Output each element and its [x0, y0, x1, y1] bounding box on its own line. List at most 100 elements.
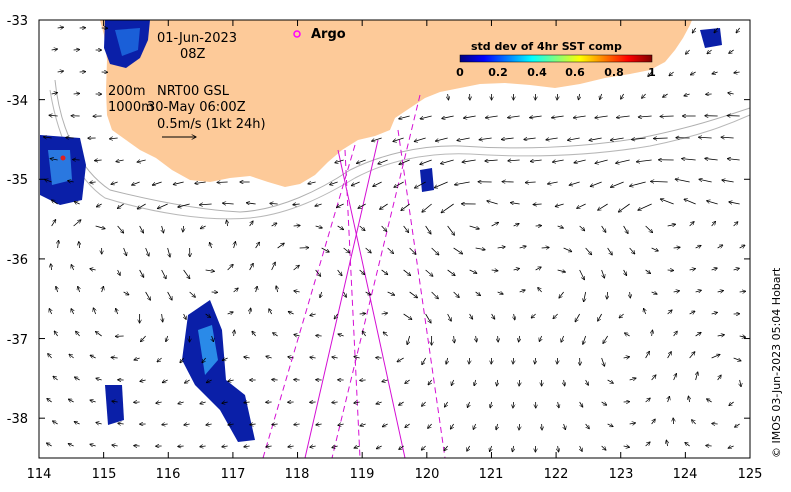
current-arrow-icon	[293, 204, 300, 205]
current-arrow-icon	[607, 291, 608, 299]
current-arrow-icon	[428, 379, 432, 385]
current-arrow-icon	[564, 379, 565, 386]
current-arrow-icon	[200, 226, 206, 229]
current-arrow-icon	[579, 225, 585, 231]
current-arrow-icon	[269, 309, 272, 315]
current-arrow-icon	[315, 204, 322, 206]
current-arrow-icon	[475, 291, 481, 296]
current-arrow-icon	[623, 357, 630, 358]
current-arrow-icon	[630, 291, 631, 298]
current-arrow-icon	[564, 423, 566, 430]
current-arrow-icon	[598, 313, 602, 321]
current-arrow-icon	[555, 204, 564, 207]
current-arrow-icon	[441, 203, 454, 213]
current-arrow-icon	[294, 424, 300, 425]
current-arrow-icon	[332, 357, 338, 358]
current-arrow-icon	[539, 335, 541, 342]
current-arrow-icon	[551, 116, 564, 118]
map-time: 08Z	[180, 47, 206, 62]
current-arrow-icon	[156, 402, 162, 403]
x-tick-label: 115	[92, 467, 117, 482]
current-arrow-icon	[485, 160, 498, 161]
current-arrow-icon	[580, 445, 583, 451]
current-arrow-icon	[116, 160, 124, 162]
y-tick-label: -38	[7, 412, 28, 427]
current-arrow-icon	[421, 445, 426, 450]
current-arrow-icon	[354, 446, 360, 448]
current-arrow-icon	[717, 291, 724, 292]
current-arrow-icon	[513, 224, 519, 226]
current-arrow-icon	[553, 313, 558, 319]
current-arrow-icon	[711, 221, 716, 227]
current-arrow-icon	[651, 292, 658, 294]
current-arrow-icon	[425, 225, 431, 234]
current-arrow-icon	[453, 247, 463, 254]
current-arrow-icon	[49, 115, 58, 116]
current-arrow-icon	[733, 222, 738, 227]
credit-text: © IMOS 03-Jun-2023 05:04 Hobart	[770, 267, 783, 458]
contour-1000m	[49, 89, 750, 220]
current-arrow-icon	[315, 269, 321, 276]
current-arrow-icon	[736, 27, 740, 33]
current-arrow-icon	[96, 204, 102, 207]
current-arrow-icon	[497, 247, 506, 248]
current-arrow-icon	[415, 181, 426, 188]
current-arrow-icon	[645, 398, 651, 403]
current-arrow-icon	[102, 286, 104, 293]
current-arrow-icon	[244, 446, 250, 447]
current-arrow-icon	[601, 445, 606, 450]
current-arrow-icon	[648, 71, 652, 77]
current-arrow-icon	[519, 335, 520, 342]
current-arrow-icon	[288, 311, 294, 314]
current-arrow-icon	[117, 225, 124, 233]
current-arrow-icon	[162, 313, 163, 322]
current-arrow-icon	[74, 422, 80, 424]
current-arrow-icon	[293, 225, 301, 226]
current-arrow-icon	[276, 286, 277, 293]
current-arrow-icon	[733, 268, 740, 270]
current-arrow-icon	[497, 292, 504, 294]
current-arrow-icon	[728, 446, 734, 448]
current-arrow-icon	[118, 269, 121, 275]
plot-frame	[38, 19, 751, 459]
x-tick-label: 120	[415, 467, 440, 482]
current-arrow-icon	[688, 396, 689, 403]
current-arrow-icon	[584, 291, 586, 302]
current-arrow-icon	[607, 424, 613, 427]
current-arrow-icon	[447, 313, 452, 321]
current-arrow-icon	[467, 445, 470, 451]
current-arrow-icon	[722, 180, 734, 182]
current-arrow-icon	[222, 402, 228, 403]
current-arrow-icon	[51, 49, 58, 50]
x-tick-label: 118	[285, 467, 310, 482]
current-arrow-icon	[519, 423, 520, 430]
current-arrow-icon	[397, 357, 404, 362]
current-arrow-icon	[557, 270, 566, 272]
current-arrow-icon	[535, 357, 536, 364]
current-arrow-icon	[227, 264, 234, 271]
current-arrow-icon	[66, 137, 74, 138]
current-arrow-icon	[695, 332, 702, 337]
current-arrow-icon	[455, 181, 470, 185]
current-arrow-icon	[546, 138, 558, 140]
current-arrow-icon	[162, 380, 168, 383]
x-tick-label: 116	[156, 467, 181, 482]
current-arrow-icon	[393, 137, 404, 142]
current-arrow-icon	[739, 336, 746, 337]
current-arrow-icon	[711, 268, 718, 270]
current-arrow-icon	[673, 331, 678, 337]
current-arrow-icon	[579, 269, 585, 280]
current-arrow-icon	[71, 265, 73, 271]
current-arrow-icon	[399, 115, 410, 119]
current-arrow-icon	[90, 355, 96, 358]
current-arrow-icon	[344, 291, 347, 297]
current-arrow-icon	[403, 269, 411, 276]
current-arrow-icon	[57, 71, 64, 72]
current-arrow-icon	[585, 247, 592, 255]
current-arrow-icon	[137, 203, 146, 209]
colorbar-title: std dev of 4hr SST comp	[471, 40, 622, 53]
current-arrow-icon	[684, 94, 690, 96]
current-arrow-icon	[184, 380, 190, 383]
current-arrow-icon	[420, 115, 432, 119]
